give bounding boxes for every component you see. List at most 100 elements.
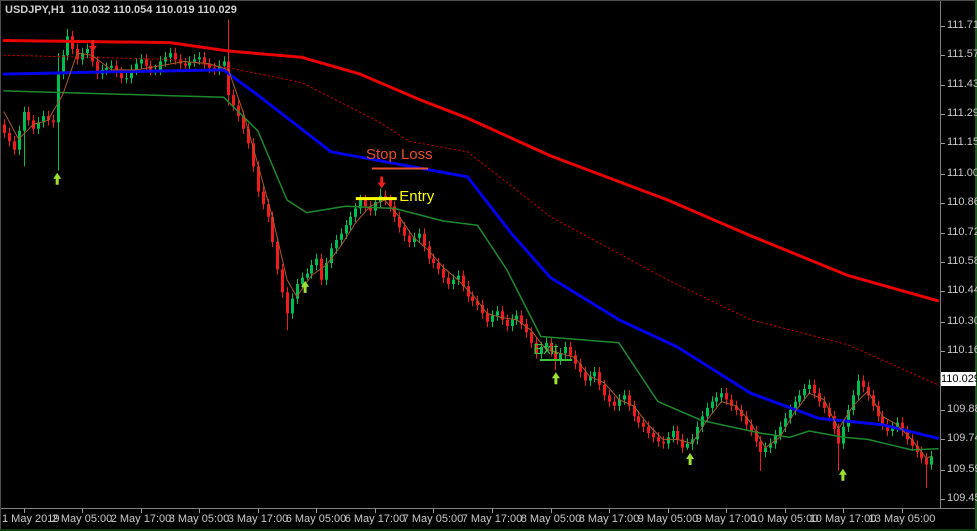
candle xyxy=(96,61,99,75)
candle xyxy=(315,258,318,266)
candle xyxy=(140,59,143,64)
sell-arrow-icon[interactable] xyxy=(88,40,97,52)
entry-label[interactable]: Entry xyxy=(399,188,435,205)
candle xyxy=(740,410,743,417)
price-axis-tick xyxy=(941,322,945,323)
time-axis-tick xyxy=(433,509,434,513)
price-axis-label: 109.880 xyxy=(947,403,977,415)
candle xyxy=(218,65,221,70)
price-axis-tick xyxy=(941,114,945,115)
candle xyxy=(296,284,299,299)
price-axis-label: 110.160 xyxy=(947,344,977,356)
candle xyxy=(857,380,860,396)
price-axis-label: 110.725 xyxy=(947,226,977,238)
candle xyxy=(550,342,553,352)
candle xyxy=(408,235,411,242)
candle xyxy=(852,395,855,410)
candle xyxy=(672,431,675,438)
candle xyxy=(203,57,206,64)
candle xyxy=(867,386,870,396)
price-axis-tick xyxy=(941,26,945,27)
time-axis-tick xyxy=(24,509,25,513)
buy-arrow-icon[interactable] xyxy=(53,172,62,185)
time-scale[interactable]: 1 May 2019 2 May 05:00 2 May 17:00 3 May 05… xyxy=(0,509,977,529)
candle xyxy=(925,458,928,465)
current-price-box: 110.029 xyxy=(941,372,977,386)
candle xyxy=(667,437,670,444)
candle xyxy=(642,422,645,427)
candle xyxy=(335,239,338,249)
candle xyxy=(574,355,577,364)
candle xyxy=(842,426,845,444)
price-axis-label: 111.430 xyxy=(947,78,977,90)
time-axis-label: 3 May 17:00 xyxy=(227,513,289,525)
candle xyxy=(501,311,504,320)
price-axis-tick xyxy=(941,470,945,471)
candle xyxy=(847,410,850,427)
candle xyxy=(105,67,108,70)
candle xyxy=(520,315,523,324)
candle xyxy=(916,445,919,452)
price-axis-label: 110.300 xyxy=(947,315,977,327)
candle xyxy=(37,122,40,129)
candle xyxy=(608,395,611,402)
buy-arrow-icon[interactable] xyxy=(551,372,560,385)
candle xyxy=(418,233,421,238)
price-axis-label: 111.710 xyxy=(947,19,977,31)
time-axis-tick xyxy=(82,509,83,513)
candle xyxy=(413,237,416,242)
plot-area[interactable]: Stop Loss Entry Exit xyxy=(2,19,939,488)
candle xyxy=(27,111,30,121)
price-axis-tick xyxy=(941,55,945,56)
time-axis-label: 7 May 05:00 xyxy=(402,513,464,525)
candle xyxy=(808,384,811,389)
price-axis-label: 110.445 xyxy=(947,284,977,296)
candle xyxy=(691,439,694,444)
candle xyxy=(589,376,592,381)
candle xyxy=(652,433,655,438)
sell-arrow-icon[interactable] xyxy=(377,176,386,189)
buy-arrow-icon[interactable] xyxy=(686,453,695,465)
time-axis-label: 10 May 05:00 xyxy=(751,513,819,525)
candle xyxy=(301,277,304,284)
price-axis-label: 111.290 xyxy=(947,107,977,119)
candle xyxy=(471,296,474,301)
candle xyxy=(223,61,226,66)
candle xyxy=(23,111,26,131)
candle xyxy=(398,216,401,228)
time-axis-label: 2 May 17:00 xyxy=(110,513,172,525)
candle xyxy=(364,200,367,207)
price-axis-label: 109.740 xyxy=(947,432,977,444)
price-scale[interactable]: 111.710 111.570 111.430 111.290 111.150 111.0… xyxy=(940,0,977,508)
exit-label[interactable]: Exit xyxy=(533,341,559,358)
candle xyxy=(271,216,274,242)
candle xyxy=(174,53,177,60)
dotted-ma-red-line xyxy=(3,54,939,386)
candle xyxy=(676,431,679,440)
candle xyxy=(179,59,182,64)
buy-arrow-icon[interactable] xyxy=(301,280,310,293)
candle xyxy=(47,116,50,121)
candle xyxy=(725,393,728,400)
stop-loss-label[interactable]: Stop Loss xyxy=(366,146,433,163)
candle xyxy=(901,422,904,431)
candle xyxy=(803,389,806,396)
time-axis-tick xyxy=(843,509,844,513)
candle xyxy=(262,191,265,205)
buy-arrow-icon[interactable] xyxy=(838,468,847,481)
candle xyxy=(735,405,738,410)
candle xyxy=(8,132,11,142)
candle xyxy=(686,443,689,448)
price-axis-tick xyxy=(941,174,945,175)
price-axis-tick xyxy=(941,439,945,440)
candle xyxy=(369,206,372,211)
price-scale-separator xyxy=(940,0,941,509)
candle xyxy=(862,380,865,387)
candle xyxy=(281,269,284,293)
candle xyxy=(428,246,431,259)
candle xyxy=(623,395,626,400)
candle xyxy=(481,305,484,314)
candle xyxy=(618,399,621,406)
candle xyxy=(750,424,753,431)
